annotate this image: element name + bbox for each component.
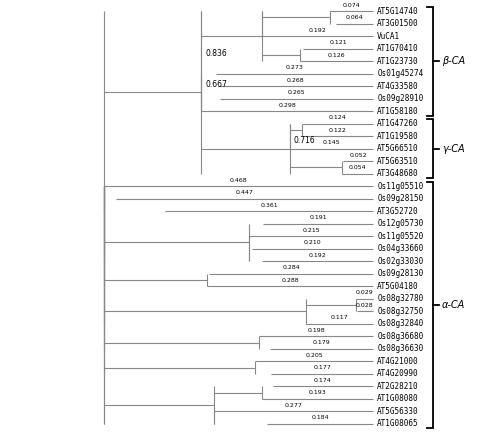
Text: Os08g32780: Os08g32780 (377, 294, 424, 303)
Text: 0.265: 0.265 (288, 90, 306, 95)
Text: AT1G19580: AT1G19580 (377, 132, 419, 141)
Text: Os04g33660: Os04g33660 (377, 244, 424, 253)
Text: 0.284: 0.284 (282, 265, 300, 270)
Text: 0.124: 0.124 (328, 115, 346, 120)
Text: α-CA: α-CA (442, 300, 466, 310)
Text: Os09g28910: Os09g28910 (377, 94, 424, 103)
Text: AT2G28210: AT2G28210 (377, 382, 419, 391)
Text: 0.447: 0.447 (236, 190, 254, 195)
Text: 0.468: 0.468 (230, 178, 247, 183)
Text: 0.716: 0.716 (294, 136, 316, 145)
Text: 0.192: 0.192 (309, 28, 326, 33)
Text: 0.121: 0.121 (330, 40, 347, 45)
Text: Os12g05730: Os12g05730 (377, 219, 424, 228)
Text: AT5G56330: AT5G56330 (377, 407, 419, 416)
Text: 0.268: 0.268 (287, 78, 304, 82)
Text: 0.179: 0.179 (312, 340, 330, 345)
Text: AT4G21000: AT4G21000 (377, 357, 419, 366)
Text: AT1G08065: AT1G08065 (377, 419, 419, 428)
Text: Os08g36630: Os08g36630 (377, 344, 424, 353)
Text: 0.198: 0.198 (307, 328, 325, 333)
Text: AT5G63510: AT5G63510 (377, 157, 419, 166)
Text: 0.122: 0.122 (329, 128, 347, 133)
Text: β-CA: β-CA (442, 56, 465, 66)
Text: AT5G14740: AT5G14740 (377, 7, 419, 16)
Text: Os09g28130: Os09g28130 (377, 269, 424, 278)
Text: VuCA1: VuCA1 (377, 32, 400, 41)
Text: 0.052: 0.052 (349, 153, 367, 158)
Text: 0.074: 0.074 (343, 3, 360, 7)
Text: 0.205: 0.205 (305, 353, 323, 358)
Text: 0.184: 0.184 (311, 415, 329, 421)
Text: 0.215: 0.215 (302, 228, 320, 233)
Text: AT1G58180: AT1G58180 (377, 107, 419, 115)
Text: Os11g05510: Os11g05510 (377, 182, 424, 191)
Text: Os01g45274: Os01g45274 (377, 69, 424, 78)
Text: Os11g05520: Os11g05520 (377, 232, 424, 241)
Text: 0.117: 0.117 (330, 315, 348, 320)
Text: 0.174: 0.174 (314, 378, 332, 383)
Text: Os09g28150: Os09g28150 (377, 194, 424, 203)
Text: Os02g33030: Os02g33030 (377, 257, 424, 266)
Text: AT1G08080: AT1G08080 (377, 395, 419, 403)
Text: 0.054: 0.054 (348, 165, 366, 170)
Text: 0.667: 0.667 (206, 80, 228, 89)
Text: AT4G33580: AT4G33580 (377, 82, 419, 91)
Text: AT5G66510: AT5G66510 (377, 144, 419, 153)
Text: 0.836: 0.836 (206, 49, 228, 58)
Text: AT1G47260: AT1G47260 (377, 119, 419, 128)
Text: 0.273: 0.273 (286, 65, 304, 70)
Text: Os08g36680: Os08g36680 (377, 332, 424, 341)
Text: 0.029: 0.029 (356, 290, 374, 295)
Text: AT1G70410: AT1G70410 (377, 44, 419, 53)
Text: Os08g32840: Os08g32840 (377, 319, 424, 328)
Text: γ-CA: γ-CA (442, 144, 464, 154)
Text: 0.192: 0.192 (309, 253, 326, 258)
Text: 0.361: 0.361 (260, 203, 278, 208)
Text: 0.191: 0.191 (309, 215, 327, 220)
Text: 0.177: 0.177 (313, 365, 331, 370)
Text: 0.298: 0.298 (278, 102, 296, 108)
Text: 0.028: 0.028 (356, 303, 374, 308)
Text: AT4G20990: AT4G20990 (377, 369, 419, 378)
Text: 0.064: 0.064 (346, 15, 364, 20)
Text: AT5G04180: AT5G04180 (377, 282, 419, 291)
Text: 0.277: 0.277 (284, 403, 302, 408)
Text: AT1G23730: AT1G23730 (377, 56, 419, 66)
Text: 0.210: 0.210 (304, 240, 322, 245)
Text: 0.145: 0.145 (322, 140, 340, 145)
Text: 0.126: 0.126 (328, 53, 345, 58)
Text: 0.193: 0.193 (308, 390, 326, 395)
Text: 0.288: 0.288 (282, 278, 299, 283)
Text: AT3G48680: AT3G48680 (377, 169, 419, 178)
Text: AT3G52720: AT3G52720 (377, 207, 419, 216)
Text: AT3G01500: AT3G01500 (377, 19, 419, 28)
Text: Os08g32750: Os08g32750 (377, 307, 424, 316)
